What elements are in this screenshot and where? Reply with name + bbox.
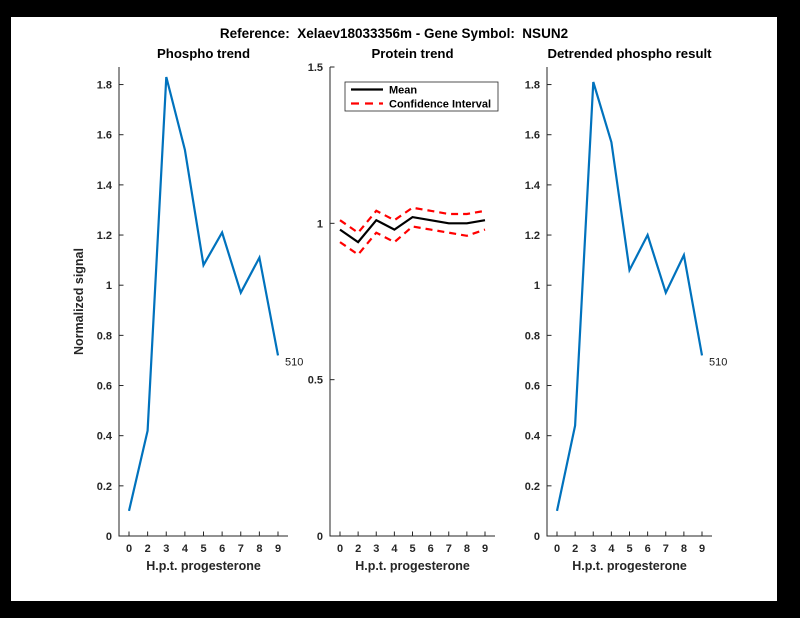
x-tick-label: 4 <box>391 543 398 555</box>
x-tick-label: 6 <box>428 543 434 555</box>
phospho-signal-line <box>127 76 280 512</box>
axes-spines <box>329 67 495 537</box>
axes-spines <box>546 67 712 537</box>
x-tick-label: 3 <box>590 543 596 555</box>
x-tick-label: 0 <box>126 543 132 555</box>
y-tick-label: 0.4 <box>97 431 113 443</box>
x-tick-label: 9 <box>699 543 705 555</box>
subplot-title: Protein trend <box>371 46 453 61</box>
y-tick-label: 1 <box>534 280 540 292</box>
axes-spines <box>118 67 288 537</box>
x-axis-label: H.p.t. progesterone <box>146 559 261 573</box>
y-tick-label: 1.8 <box>97 80 112 92</box>
x-tick-label: 5 <box>409 543 415 555</box>
y-tick-label: 1.6 <box>97 130 112 142</box>
x-tick-label: 8 <box>681 543 687 555</box>
legend-label: Confidence Interval <box>389 99 491 111</box>
subplot-title: Phospho trend <box>157 46 250 61</box>
subplot-1: 0 0.2 0.4 0.6 0.8 1 1.2 1.4 1.6 1.8 0 2 3 4 5 6 7 8 9 Phosp… <box>72 46 303 573</box>
x-axis-label: H.p.t. progesterone <box>355 559 470 573</box>
y-tick-label: 1.4 <box>525 180 541 192</box>
x-tick-label: 2 <box>355 543 361 555</box>
y-tick-label: 0.4 <box>525 431 541 443</box>
endpoint-label: 510 <box>285 356 303 368</box>
y-tick-label: 1 <box>317 218 323 230</box>
y-tick-label: 0.2 <box>97 481 112 493</box>
legend-label: Mean <box>389 85 417 97</box>
y-tick-label: 0 <box>534 531 540 543</box>
detrended-phospho-signal-line <box>555 81 704 512</box>
y-tick-label: 0.6 <box>525 381 540 393</box>
x-tick-label: 3 <box>163 543 169 555</box>
subplot-3: 00.20.40.60.811.21.41.61.80 2 3 4 5 6 7 8 9Detre… <box>525 46 728 573</box>
x-tick-label: 7 <box>238 543 244 555</box>
y-tick-label: 1.8 <box>525 80 540 92</box>
y-tick-label: 1.2 <box>97 230 112 242</box>
x-axis-label: H.p.t. progesterone <box>572 559 687 573</box>
y-tick-label: 0 <box>317 531 323 543</box>
x-tick-label: 7 <box>663 543 669 555</box>
x-tick-label: 4 <box>182 543 189 555</box>
figure-title: Reference: Xelaev18033356m - Gene Symbol… <box>219 26 569 41</box>
y-tick-label: 1.4 <box>97 180 113 192</box>
y-tick-label: 0.8 <box>97 330 112 342</box>
x-tick-label: 8 <box>464 543 470 555</box>
x-tick-label: 2 <box>145 543 151 555</box>
figure-canvas: Reference: Xelaev18033356m - Gene Symbol… <box>11 17 777 601</box>
ci-lower-line <box>339 225 486 257</box>
x-tick-label: 7 <box>446 543 452 555</box>
y-tick-label: 0.8 <box>525 330 540 342</box>
y-tick-label: 1.2 <box>525 230 540 242</box>
legend: Mean Confidence Interval <box>344 81 499 112</box>
legend-box <box>344 81 499 112</box>
ci-upper-line <box>339 206 486 235</box>
y-tick-label: 0 <box>106 531 112 543</box>
y-tick-label: 0.2 <box>525 481 540 493</box>
mean-line <box>339 215 486 244</box>
x-tick-label: 0 <box>337 543 343 555</box>
x-tick-label: 8 <box>256 543 262 555</box>
x-tick-label: 9 <box>275 543 281 555</box>
y-axis-label: Normalized signal <box>72 248 86 355</box>
x-tick-label: 3 <box>373 543 379 555</box>
plots-svg: 00.20.40.60.811.21.41.61.80 2 3 4 5 6 7 8 9Phosp… <box>72 46 728 573</box>
subplot-title: Detrended phospho result <box>547 46 712 61</box>
x-tick-label: 6 <box>219 543 225 555</box>
x-tick-label: 0 <box>554 543 560 555</box>
y-tick-label: 1.5 <box>308 62 323 74</box>
x-tick-label: 5 <box>626 543 632 555</box>
x-tick-label: 5 <box>200 543 206 555</box>
endpoint-label: 510 <box>709 356 727 368</box>
y-tick-label: 1 <box>106 280 112 292</box>
x-tick-label: 6 <box>645 543 651 555</box>
y-tick-label: 0.5 <box>308 375 323 387</box>
x-tick-label: 9 <box>482 543 488 555</box>
x-tick-label: 2 <box>572 543 578 555</box>
y-tick-label: 0.6 <box>97 381 112 393</box>
x-tick-label: 4 <box>608 543 615 555</box>
y-tick-label: 1.6 <box>525 130 540 142</box>
